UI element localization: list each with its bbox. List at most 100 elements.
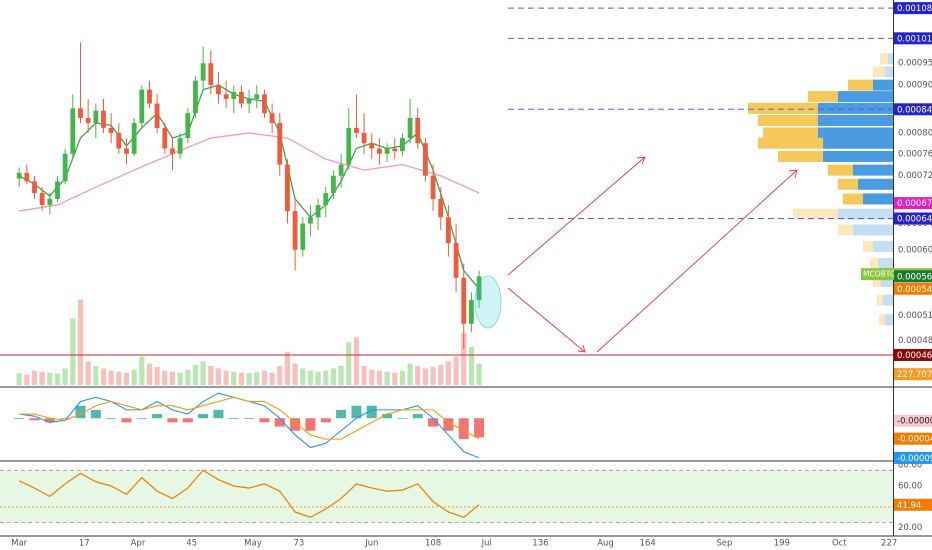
histogram-bar: [29, 418, 40, 421]
histogram-bar: [458, 418, 469, 440]
candle-body: [24, 172, 30, 182]
x-tick-label: Jul: [481, 539, 492, 549]
y-tick-label: 0.000950: [898, 59, 932, 69]
x-tick-label: Jun: [364, 539, 378, 549]
profile-sell: [873, 66, 885, 78]
x-tick-label: 17: [79, 539, 90, 549]
rsi-band: [0, 470, 893, 523]
candle-body: [331, 175, 336, 194]
candle-body: [223, 94, 229, 99]
profile-sell: [877, 294, 883, 306]
price-badge: [894, 32, 932, 45]
histogram-bar: [305, 418, 316, 431]
arrow: [596, 169, 798, 353]
histogram-bar: [90, 409, 101, 419]
candle-body: [285, 164, 290, 212]
volume-bar: [254, 372, 260, 385]
volume-bar: [292, 363, 298, 385]
candle-body: [78, 108, 83, 119]
candle-body: [254, 94, 260, 99]
volume-bar: [384, 371, 390, 385]
profile-buy: [838, 208, 893, 220]
profile-buy: [878, 258, 893, 270]
x-tick-label: 227: [881, 539, 897, 549]
histogram-bar: [428, 418, 439, 427]
price-badge: [894, 197, 932, 210]
volume-bar: [146, 363, 153, 385]
profile-sell: [828, 164, 853, 176]
profile-sell: [808, 91, 838, 103]
profile-buy: [853, 224, 893, 236]
profile-buy: [883, 294, 893, 306]
histogram-bar: [121, 418, 132, 423]
candle-body: [200, 63, 206, 81]
histogram-bar: [336, 409, 347, 419]
arrow-head: [788, 169, 798, 179]
volume-bar: [261, 370, 268, 385]
x-tick-label: Mar: [11, 539, 28, 549]
profile-sell: [748, 102, 818, 114]
candle-body: [231, 91, 237, 99]
candle-body: [292, 211, 298, 250]
candle-body: [438, 198, 444, 218]
candle-body: [55, 181, 60, 199]
x-tick-label: 199: [774, 539, 790, 549]
x-tick-label: May: [244, 539, 262, 549]
profile-sell: [880, 53, 888, 65]
volume-bar: [131, 369, 137, 385]
volume-bar: [70, 318, 76, 385]
candle-body: [170, 148, 175, 154]
volume-bar: [407, 363, 413, 385]
candle-body: [116, 132, 122, 149]
volume-bar: [85, 361, 91, 385]
candle-body: [147, 89, 152, 104]
volume-bar: [215, 368, 222, 385]
moving-average: [19, 132, 480, 212]
price-badge-label: 0.000463: [897, 351, 932, 361]
histogram-bar: [397, 418, 408, 420]
volume-bar: [108, 370, 114, 385]
highlight-ellipse: [474, 275, 502, 329]
profile-buy: [873, 79, 893, 91]
candle-body: [185, 113, 191, 139]
candle-body: [277, 122, 283, 165]
price-badge: [894, 348, 932, 361]
rsi-line: [18, 469, 480, 518]
candle-body: [354, 127, 359, 133]
volume-bar: [123, 372, 130, 385]
volume-bar: [238, 372, 245, 385]
price-badge: [894, 368, 932, 381]
volume-bar: [116, 371, 122, 385]
histogram-bar: [366, 405, 377, 419]
volume-bar: [93, 366, 99, 385]
volume-bar: [31, 370, 38, 385]
price-badge: [894, 282, 932, 295]
candle-body: [369, 143, 375, 149]
volume-bar: [422, 368, 429, 385]
candle-body: [16, 172, 22, 179]
candle-body: [39, 193, 45, 205]
candle-body: [162, 127, 168, 149]
price-badge: [894, 103, 932, 116]
profile-sell: [838, 178, 858, 190]
candle-body: [262, 94, 267, 114]
candle-body: [70, 108, 76, 154]
candle-body: [469, 300, 474, 324]
candle-body: [139, 89, 145, 123]
histogram-bar: [474, 418, 485, 438]
volume-bar: [399, 370, 406, 385]
volume-bar: [223, 370, 229, 385]
volume-bar: [376, 370, 383, 385]
histogram-bar: [106, 418, 117, 420]
profile-sell: [848, 79, 873, 91]
candle-body: [124, 148, 129, 154]
x-tick-label: 73: [294, 539, 305, 549]
x-tick-label: 136: [532, 539, 548, 549]
volume-bar: [468, 347, 475, 385]
profile-buy: [853, 164, 893, 176]
candle-body: [101, 110, 106, 128]
volume-bar: [154, 366, 160, 385]
volume-bar: [315, 371, 321, 385]
